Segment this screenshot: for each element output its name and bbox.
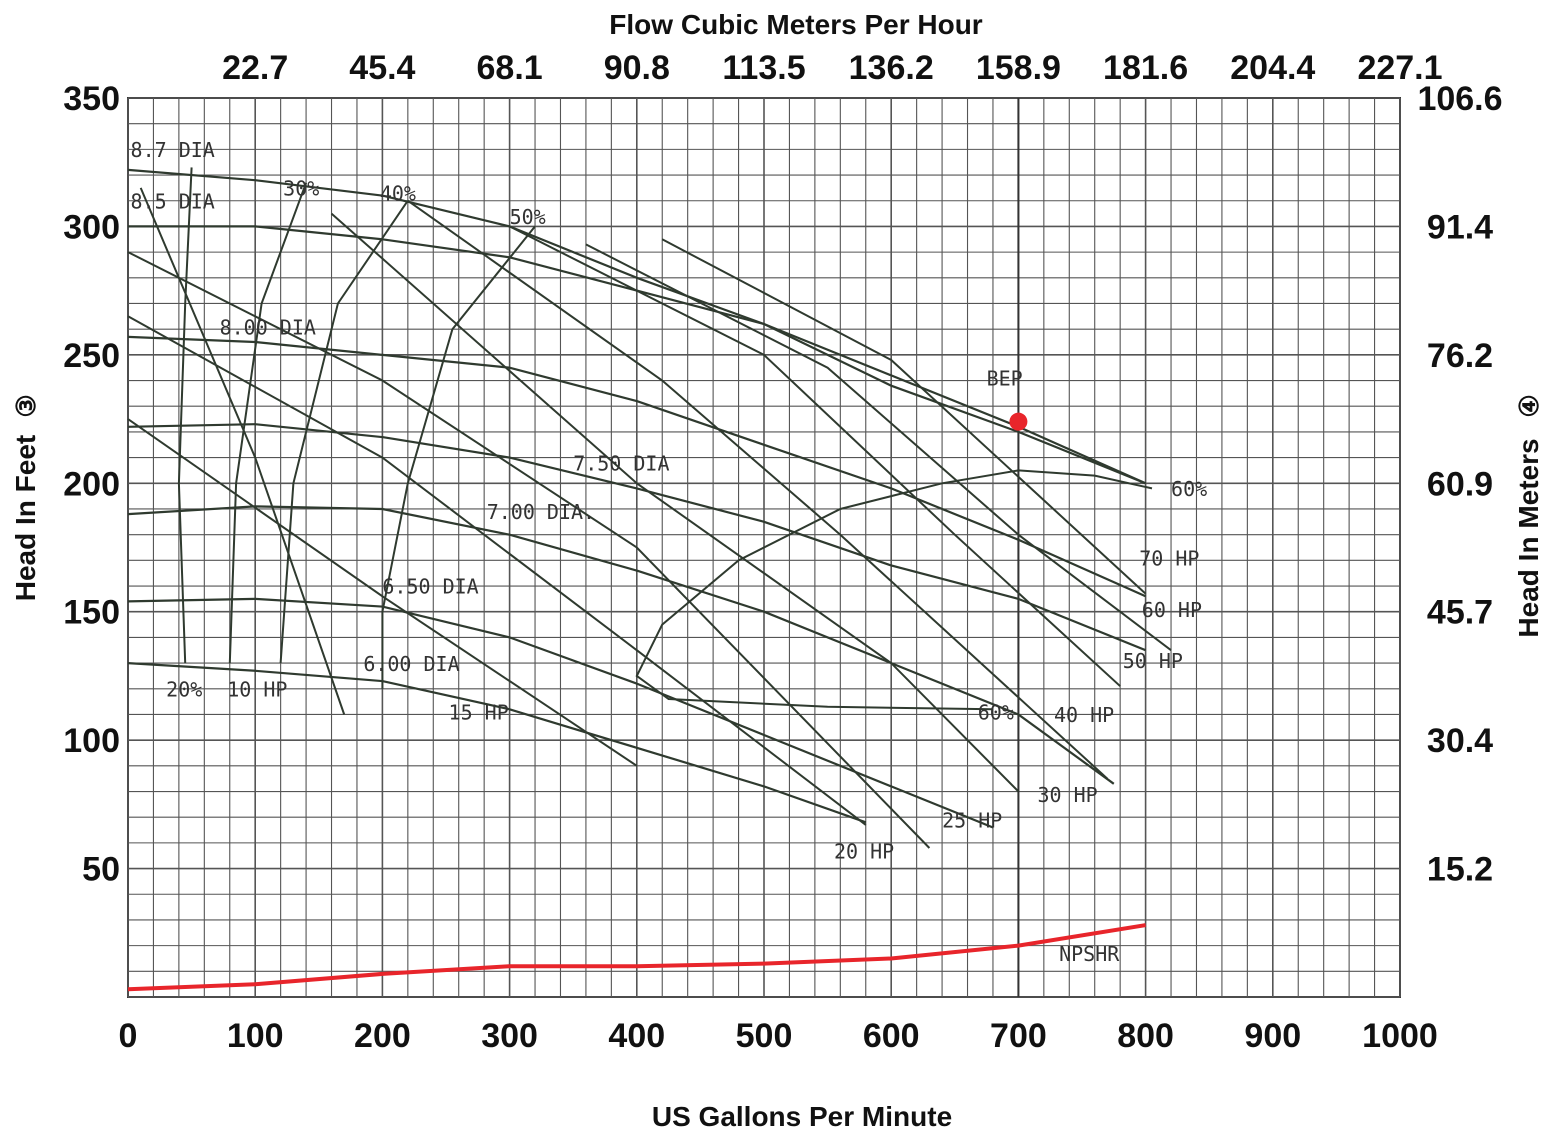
power-curve — [330, 212, 1020, 793]
bep-marker — [1009, 412, 1028, 431]
left-tick-label: 300 — [63, 208, 120, 246]
top-tick-label: 113.5 — [722, 49, 805, 87]
curve-label: 15 HP — [449, 701, 509, 725]
x-tick-label: 900 — [1244, 1017, 1301, 1055]
x-tick-label: 300 — [481, 1017, 538, 1055]
curve-label: BEP — [987, 367, 1023, 391]
curve-label: 8.7 DIA — [131, 138, 215, 162]
efficiency-curve — [228, 182, 308, 664]
curve-label: 50 HP — [1123, 649, 1183, 673]
x-tick-label: 600 — [863, 1017, 920, 1055]
x-tick-label: 500 — [736, 1017, 793, 1055]
curve-label: 30 HP — [1037, 783, 1097, 807]
right-tick-label: 30.4 — [1427, 722, 1493, 760]
top-tick-label: 204.4 — [1230, 49, 1315, 87]
impeller-curve — [127, 662, 867, 824]
power-curve — [661, 238, 1147, 595]
top-tick-label: 181.6 — [1103, 49, 1188, 87]
curve-label: 6.50 DIA — [382, 575, 478, 599]
x-tick-label: 0 — [119, 1017, 138, 1055]
curve-label: 50% — [510, 205, 546, 229]
power-curve — [407, 199, 1109, 780]
right-tick-label: 60.9 — [1427, 465, 1493, 503]
x-tick-label: 100 — [227, 1017, 284, 1055]
y-axis-right-marker: ④ — [1514, 394, 1544, 417]
npshr-curve — [127, 923, 1146, 992]
curve-label: 25 HP — [942, 808, 1002, 832]
efficiency-curve — [381, 225, 536, 689]
left-tick-label: 50 — [82, 851, 120, 889]
x-tick-label: 200 — [354, 1017, 411, 1055]
curve-label: 60% — [978, 701, 1014, 725]
top-tick-label: 68.1 — [477, 49, 543, 87]
impeller-curve — [127, 335, 1147, 598]
x-tick-label: 700 — [990, 1017, 1047, 1055]
impeller-curve — [127, 597, 994, 829]
efficiency-curve — [177, 167, 193, 664]
curve-label: 7.50 DIA — [573, 451, 669, 475]
curve-label: 40 HP — [1054, 703, 1114, 727]
curve-label: 7.00 DIA. — [487, 500, 595, 524]
right-tick-label: 106.6 — [1417, 80, 1502, 118]
top-tick-label: 22.7 — [222, 49, 288, 87]
curve-label: 60 HP — [1142, 598, 1202, 622]
curves — [127, 167, 1172, 992]
curve-label: 8.00 DIA — [220, 315, 316, 339]
y-axis-right-title: Head In Meters — [1513, 438, 1544, 637]
power-curve — [127, 315, 867, 826]
top-tick-label: 90.8 — [604, 49, 670, 87]
efficiency-curve — [279, 200, 409, 664]
curve-label: 10 HP — [227, 677, 287, 701]
tick-labels: 0 100 200 300 400 500 600 700 800 900 1000 22.7 45.4… — [63, 49, 1502, 1055]
curve-label: 8.5 DIA — [131, 189, 215, 213]
impeller-curve — [127, 505, 1115, 785]
top-axis-title: Flow Cubic Meters Per Hour — [609, 9, 982, 40]
top-tick-label: 45.4 — [349, 49, 415, 87]
efficiency-curve — [635, 469, 1153, 711]
curve-labels: 8.7 DIA 8.5 DIA 30% 40% 50% 8.00 DIA BEP 7.50 D… — [131, 138, 1208, 966]
right-tick-label: 76.2 — [1427, 337, 1493, 375]
right-tick-label: 45.7 — [1427, 594, 1493, 632]
curve-label: 6.00 DIA — [363, 652, 459, 676]
y-axis-left-marker: ③ — [11, 394, 41, 417]
top-tick-label: 158.9 — [976, 49, 1061, 87]
y-axis-left-title: Head In Feet — [10, 435, 41, 601]
left-tick-label: 350 — [63, 80, 120, 118]
curve-label: 60% — [1171, 477, 1207, 501]
x-axis-title: US Gallons Per Minute — [652, 1101, 952, 1132]
left-tick-label: 250 — [63, 337, 120, 375]
left-tick-label: 150 — [63, 594, 120, 632]
left-tick-label: 100 — [63, 722, 120, 760]
power-curve — [127, 418, 638, 767]
x-tick-label: 800 — [1117, 1017, 1174, 1055]
curve-label: 20% — [166, 677, 202, 701]
x-tick-label: 400 — [608, 1017, 665, 1055]
curve-label: 20 HP — [834, 839, 894, 863]
curve-label: 30% — [283, 177, 319, 201]
power-curve — [509, 225, 1121, 687]
impeller-curve — [127, 168, 1147, 485]
power-curve — [585, 243, 1172, 651]
right-tick-label: 91.4 — [1427, 208, 1493, 246]
top-tick-label: 136.2 — [849, 49, 934, 87]
left-tick-label: 200 — [63, 465, 120, 503]
x-tick-label: 1000 — [1362, 1017, 1438, 1055]
impeller-curve — [127, 423, 1147, 652]
curve-label: 40% — [380, 182, 416, 206]
right-tick-label: 15.2 — [1427, 851, 1493, 889]
top-tick-label: 227.1 — [1357, 49, 1442, 87]
power-curve — [127, 251, 931, 849]
curve-label: NPSHR — [1059, 942, 1120, 966]
curve-label: 70 HP — [1139, 546, 1199, 570]
